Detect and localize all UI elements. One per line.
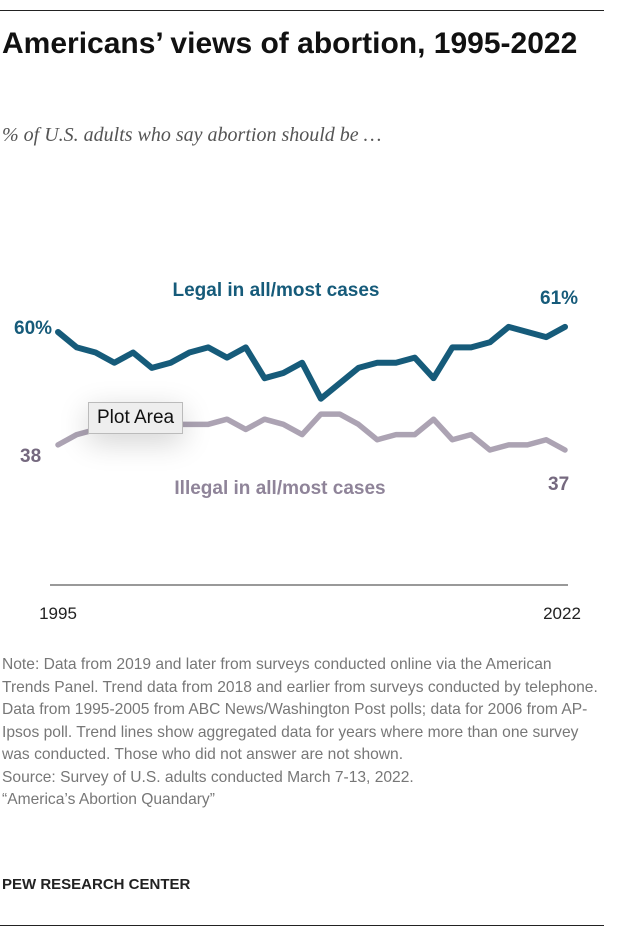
series-label-legal: Legal in all/most cases	[173, 280, 380, 301]
illegal-start-label: 38	[20, 446, 41, 467]
legal-end-label: 61%	[540, 288, 578, 309]
x-tick-label-start: 1995	[39, 604, 77, 623]
footer-brand: PEW RESEARCH CENTER	[2, 876, 191, 893]
illegal-end-label: 37	[548, 474, 569, 495]
bottom-rule	[0, 925, 604, 926]
legal-series-line	[55, 323, 568, 402]
report-title: “America’s Abortion Quandary”	[2, 791, 215, 808]
top-rule	[0, 10, 604, 11]
plot-area-tooltip: Plot Area	[88, 402, 184, 434]
legal-start-label: 60%	[14, 318, 52, 339]
series-label-illegal: Illegal in all/most cases	[174, 478, 385, 499]
source-text: Source: Survey of U.S. adults conducted …	[2, 768, 414, 786]
note-text: Note: Data from 2019 and later from surv…	[2, 656, 598, 763]
chart-subtitle: % of U.S. adults who say abortion should…	[2, 124, 382, 146]
chart-title: Americans’ views of abortion, 1995-2022	[2, 27, 578, 60]
chart-svg: 1995 2022 Legal in all/most cases Illega…	[14, 280, 581, 623]
x-tick-label-end: 2022	[543, 604, 581, 623]
chart-note: Note: Data from 2019 and later from surv…	[2, 654, 602, 812]
